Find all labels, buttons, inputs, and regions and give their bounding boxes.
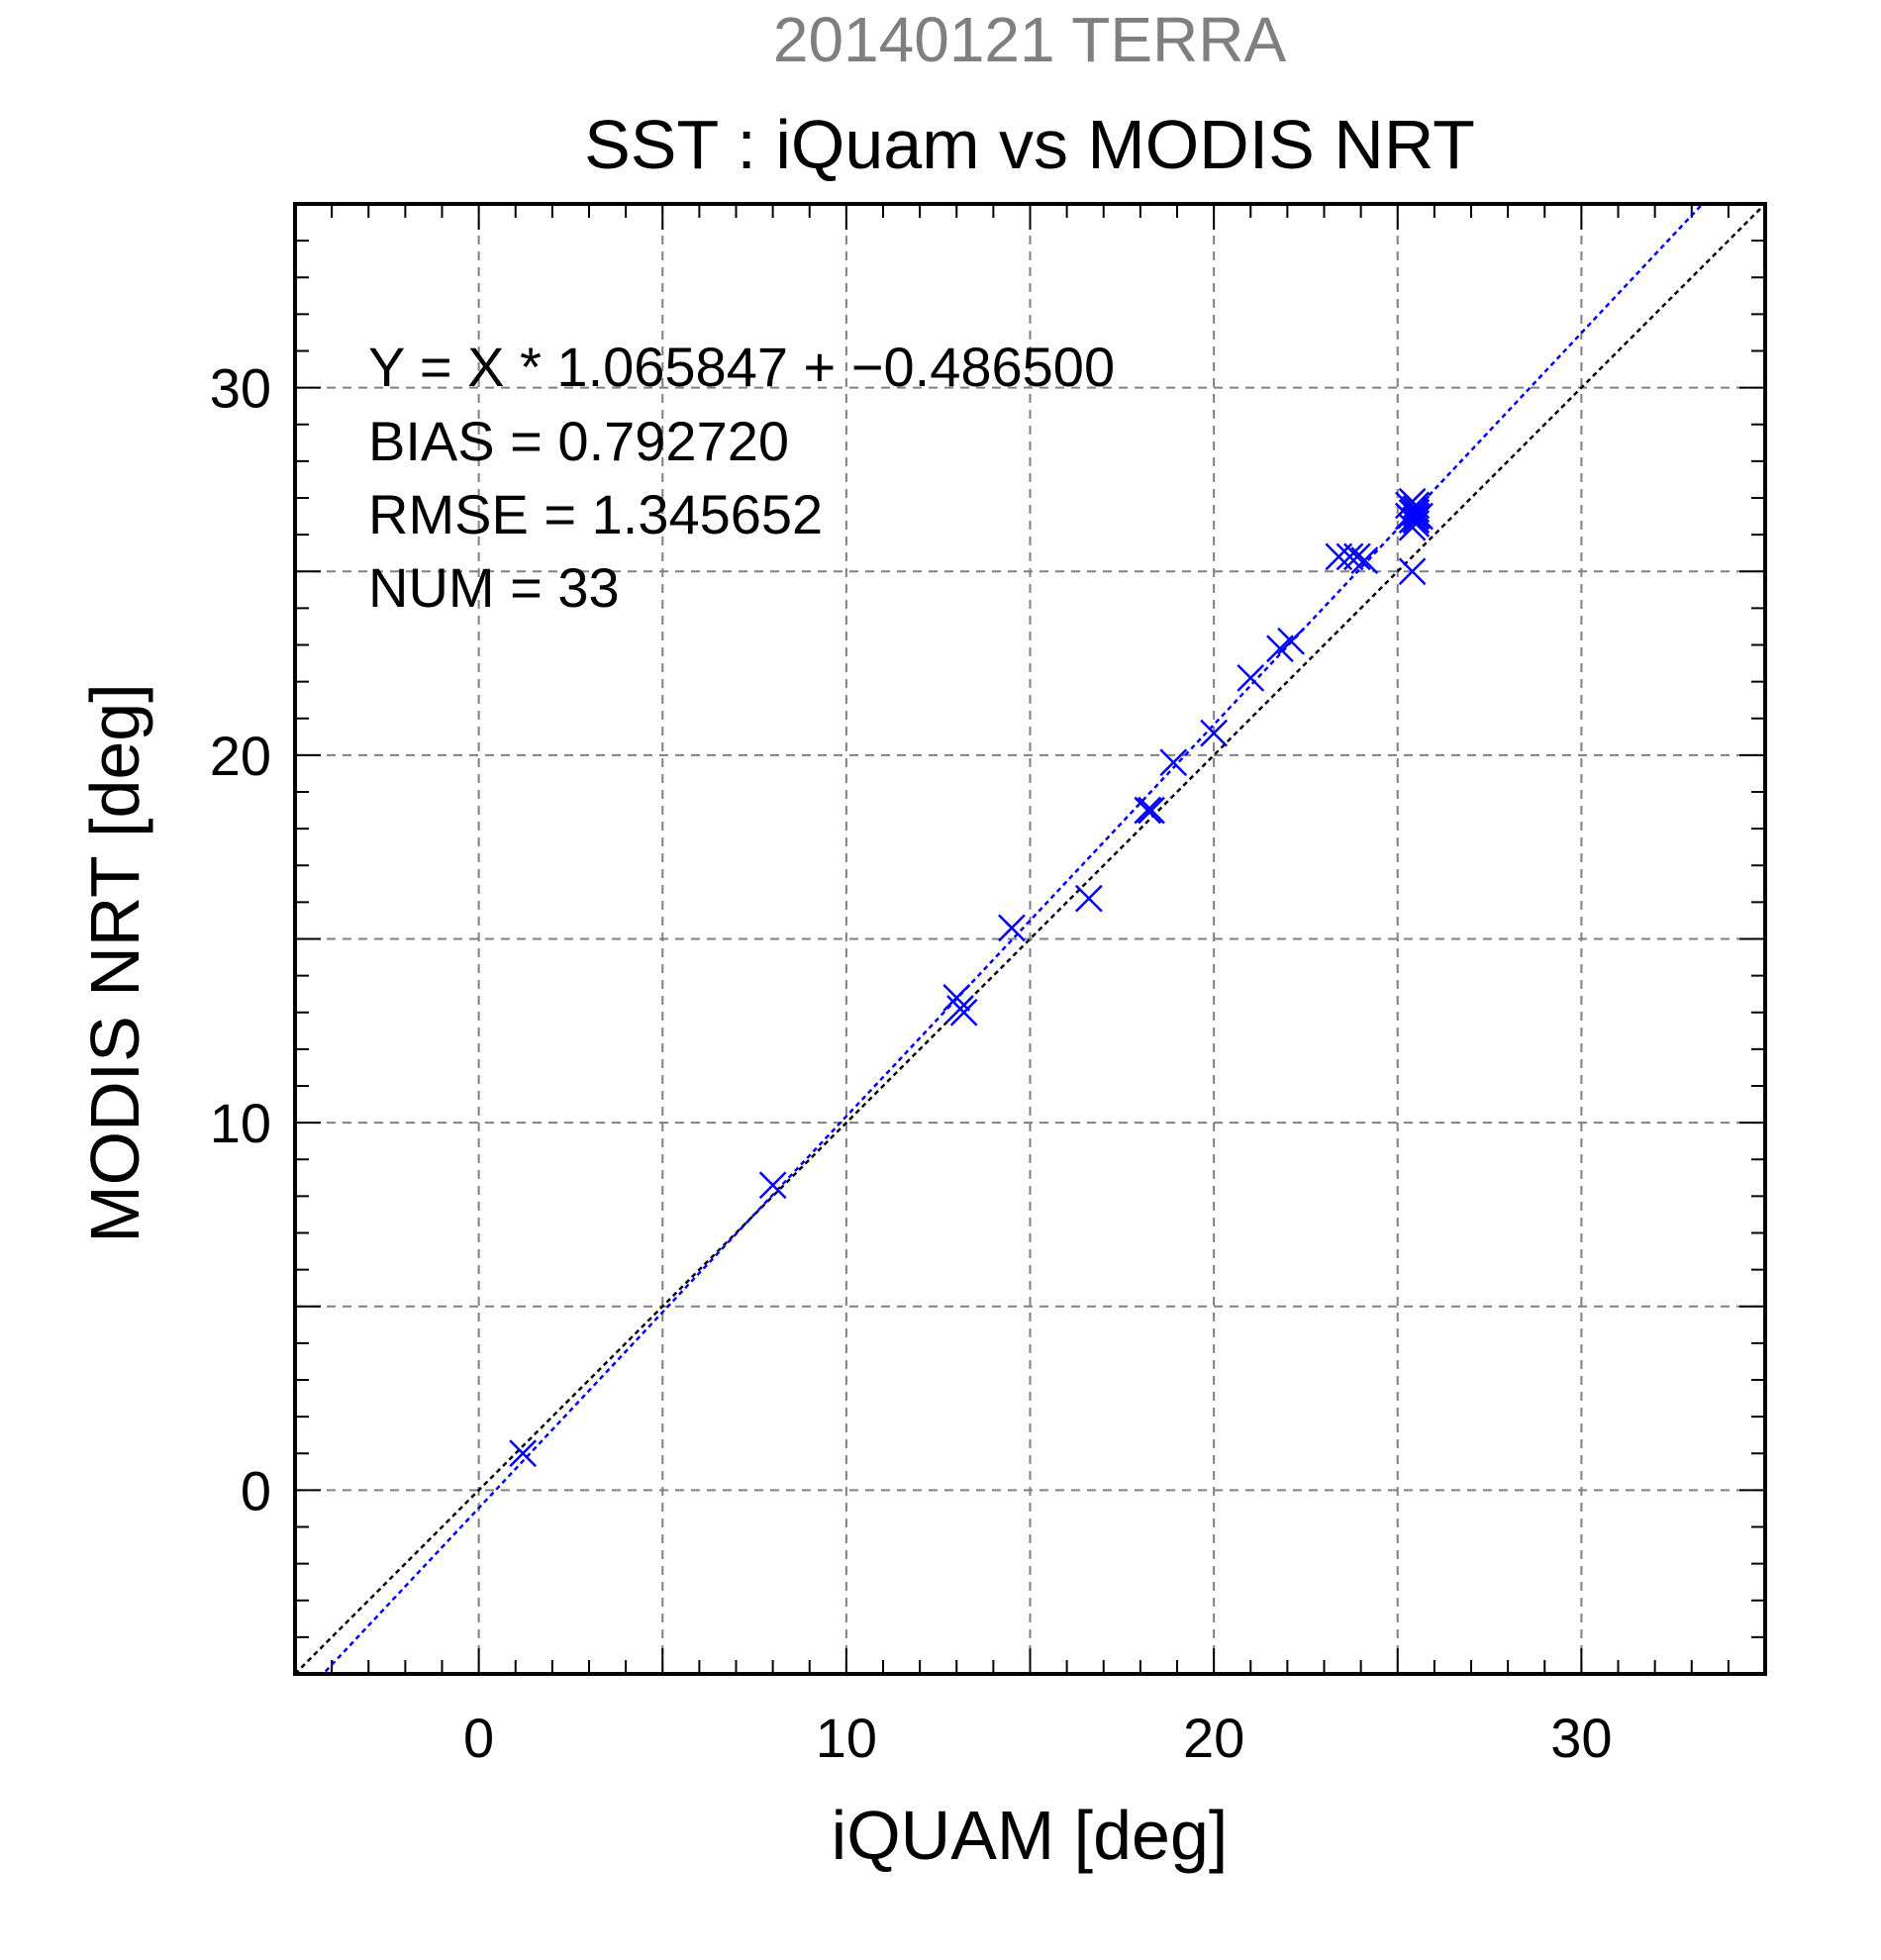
x-tick-label: 20	[1183, 1707, 1244, 1769]
data-points	[509, 487, 1434, 1468]
x-tick-label: 10	[816, 1707, 877, 1769]
data-point	[1075, 884, 1103, 913]
data-point	[949, 998, 978, 1027]
data-point	[1398, 557, 1427, 586]
identity-line	[295, 204, 1765, 1674]
data-point-stroke	[1138, 796, 1165, 825]
data-point	[1402, 491, 1431, 520]
data-point	[1350, 546, 1379, 574]
data-point	[1134, 796, 1162, 825]
y-tick-labels: 0 10 20 30	[210, 357, 271, 1522]
data-point-stroke	[1402, 491, 1431, 520]
x-tick-label: 30	[1550, 1707, 1612, 1769]
data-point	[509, 1439, 538, 1468]
data-point	[1343, 542, 1371, 571]
data-point-stroke	[1398, 557, 1427, 586]
data-point-stroke	[1343, 542, 1371, 571]
y-tick-label: 0	[241, 1459, 271, 1521]
y-tick-label: 20	[210, 725, 271, 787]
stats-box: Y = X * 1.065847 + −0.486500 BIAS = 0.79…	[368, 336, 1115, 619]
fit-line	[321, 204, 1705, 1674]
data-point-stroke	[1200, 719, 1229, 747]
rmse-label: RMSE = 1.345652	[368, 483, 823, 545]
data-point-stroke	[509, 1439, 538, 1468]
data-point	[1277, 627, 1305, 655]
data-point	[998, 914, 1026, 942]
data-point-stroke	[1134, 796, 1162, 825]
data-point-stroke	[998, 914, 1026, 942]
data-point-stroke	[1159, 748, 1188, 777]
data-point-stroke	[949, 998, 978, 1027]
data-point-stroke	[1075, 884, 1103, 913]
data-point-stroke	[1402, 498, 1431, 527]
fit-equation: Y = X * 1.065847 + −0.486500	[368, 336, 1115, 398]
data-point-stroke	[1237, 664, 1265, 692]
data-point	[1402, 502, 1431, 531]
data-point	[1200, 719, 1229, 747]
chart-title: SST : iQuam vs MODIS NRT	[584, 106, 1475, 183]
data-point-stroke	[1402, 495, 1431, 524]
data-point	[1138, 796, 1165, 825]
chart-header: 20140121 TERRA	[773, 4, 1287, 75]
data-point	[1402, 498, 1431, 527]
data-point	[1237, 664, 1265, 692]
x-tick-label: 0	[463, 1707, 494, 1769]
plot-frame	[293, 202, 1767, 1676]
data-point-stroke	[758, 1171, 787, 1200]
reference-lines	[295, 204, 1765, 1674]
data-point-stroke	[1336, 542, 1364, 571]
x-tick-labels: 0 10 20 30	[463, 1707, 1612, 1769]
data-point-stroke	[1350, 546, 1379, 574]
y-tick-label: 30	[210, 357, 271, 420]
num-label: NUM = 33	[368, 556, 620, 619]
x-axis-label: iQUAM [deg]	[832, 1797, 1229, 1874]
data-point-stroke	[1277, 627, 1305, 655]
y-axis-label: MODIS NRT [deg]	[76, 683, 153, 1242]
y-tick-label: 10	[210, 1092, 271, 1154]
data-point	[758, 1171, 787, 1200]
data-point	[942, 984, 971, 1012]
data-point	[1402, 495, 1431, 524]
bias-label: BIAS = 0.792720	[368, 410, 789, 472]
data-point	[1159, 748, 1188, 777]
grid	[295, 204, 1765, 1674]
data-point-stroke	[1402, 502, 1431, 531]
data-point-stroke	[942, 984, 971, 1012]
